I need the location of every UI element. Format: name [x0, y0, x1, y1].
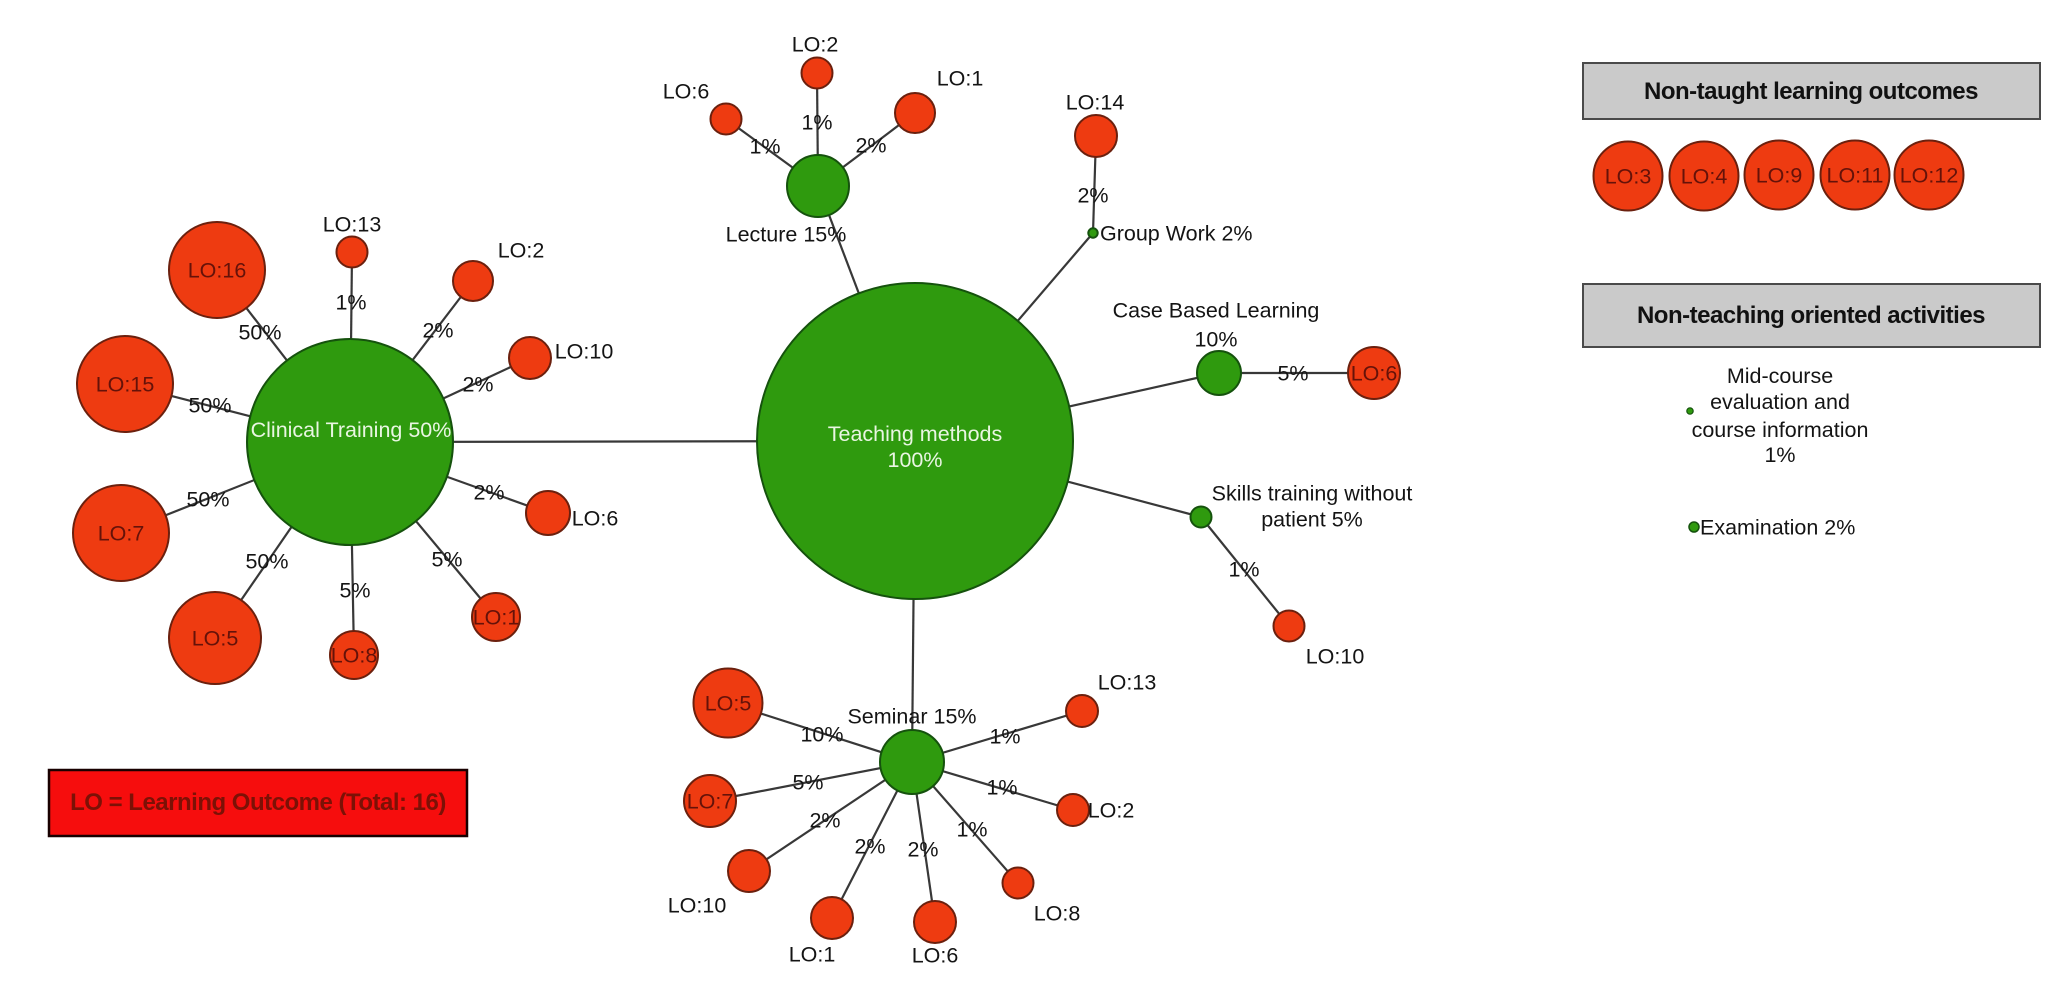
- svg-text:LO:5: LO:5: [705, 692, 752, 716]
- svg-text:2%: 2%: [809, 809, 840, 833]
- svg-text:10%: 10%: [1194, 328, 1237, 352]
- svg-text:LO:6: LO:6: [1351, 362, 1398, 386]
- svg-text:LO:10: LO:10: [555, 340, 614, 364]
- svg-text:1%: 1%: [956, 818, 987, 842]
- svg-text:LO:2: LO:2: [498, 239, 545, 263]
- svg-text:Examination 2%: Examination 2%: [1700, 516, 1855, 540]
- svg-text:1%: 1%: [1228, 558, 1259, 582]
- svg-text:LO = Learning Outcome (Total:: LO = Learning Outcome (Total: 16): [70, 789, 446, 816]
- svg-text:patient 5%: patient 5%: [1261, 508, 1363, 532]
- svg-text:5%: 5%: [431, 548, 462, 572]
- svg-text:LO:1: LO:1: [789, 943, 836, 967]
- svg-text:LO:14: LO:14: [1066, 91, 1125, 115]
- svg-text:LO:6: LO:6: [572, 507, 619, 531]
- svg-text:LO:15: LO:15: [96, 373, 155, 397]
- svg-text:Non-teaching oriented activiti: Non-teaching oriented activities: [1637, 302, 1985, 329]
- svg-text:LO:13: LO:13: [323, 213, 382, 237]
- svg-text:LO:13: LO:13: [1098, 671, 1157, 695]
- svg-text:Clinical Training 50%: Clinical Training 50%: [251, 418, 452, 442]
- svg-text:LO:9: LO:9: [1756, 164, 1803, 188]
- svg-text:Group Work 2%: Group Work 2%: [1100, 222, 1253, 246]
- svg-text:LO:8: LO:8: [331, 644, 378, 668]
- svg-text:LO:12: LO:12: [1900, 164, 1959, 188]
- svg-text:1%: 1%: [749, 135, 780, 159]
- svg-text:Teaching methods: Teaching methods: [828, 422, 1003, 446]
- svg-text:1%: 1%: [335, 291, 366, 315]
- svg-text:course information: course information: [1692, 418, 1869, 442]
- svg-text:5%: 5%: [1277, 362, 1308, 386]
- svg-text:1%: 1%: [801, 111, 832, 135]
- svg-text:LO:7: LO:7: [687, 790, 734, 814]
- svg-text:LO:1: LO:1: [937, 67, 984, 91]
- svg-text:2%: 2%: [473, 481, 504, 505]
- svg-text:LO:11: LO:11: [1827, 164, 1884, 188]
- svg-text:10%: 10%: [800, 723, 843, 747]
- svg-text:LO:6: LO:6: [912, 944, 959, 968]
- svg-text:1%: 1%: [1764, 443, 1795, 467]
- svg-text:LO:6: LO:6: [663, 80, 710, 104]
- svg-text:2%: 2%: [854, 835, 885, 859]
- svg-text:2%: 2%: [422, 319, 453, 343]
- svg-text:LO:5: LO:5: [192, 627, 239, 651]
- svg-text:LO:3: LO:3: [1605, 165, 1652, 189]
- svg-text:LO:4: LO:4: [1681, 165, 1728, 189]
- svg-text:LO:10: LO:10: [1306, 645, 1365, 669]
- svg-text:5%: 5%: [792, 771, 823, 795]
- svg-text:100%: 100%: [888, 448, 943, 472]
- svg-text:LO:10: LO:10: [668, 894, 727, 918]
- svg-text:LO:8: LO:8: [1034, 902, 1081, 926]
- svg-text:Non-taught learning outcomes: Non-taught learning outcomes: [1644, 78, 1978, 105]
- svg-text:evaluation and: evaluation and: [1710, 390, 1850, 414]
- svg-text:50%: 50%: [188, 394, 231, 418]
- svg-text:1%: 1%: [989, 725, 1020, 749]
- svg-text:Skills training without: Skills training without: [1212, 482, 1413, 506]
- svg-text:Mid-course: Mid-course: [1727, 364, 1833, 388]
- svg-text:2%: 2%: [1077, 184, 1108, 208]
- svg-text:LO:2: LO:2: [1088, 799, 1135, 823]
- svg-text:LO:7: LO:7: [98, 522, 145, 546]
- svg-text:2%: 2%: [462, 373, 493, 397]
- svg-text:2%: 2%: [907, 838, 938, 862]
- svg-text:2%: 2%: [855, 134, 886, 158]
- svg-text:Seminar 15%: Seminar 15%: [847, 705, 976, 729]
- svg-text:50%: 50%: [245, 550, 288, 574]
- svg-text:Lecture 15%: Lecture 15%: [726, 223, 847, 247]
- svg-text:LO:1: LO:1: [473, 606, 520, 630]
- svg-text:1%: 1%: [986, 776, 1017, 800]
- svg-text:Case Based Learning: Case Based Learning: [1113, 299, 1320, 323]
- svg-text:LO:2: LO:2: [792, 33, 839, 57]
- svg-text:50%: 50%: [238, 321, 281, 345]
- svg-text:LO:16: LO:16: [188, 259, 247, 283]
- svg-text:5%: 5%: [339, 579, 370, 603]
- svg-text:50%: 50%: [186, 488, 229, 512]
